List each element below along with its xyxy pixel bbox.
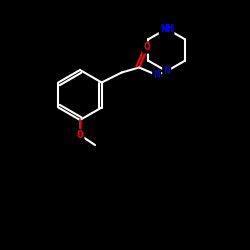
- Text: N: N: [153, 70, 160, 80]
- Text: N: N: [163, 66, 170, 76]
- Text: O: O: [76, 130, 84, 140]
- Text: NH: NH: [160, 24, 173, 34]
- Text: O: O: [143, 42, 150, 52]
